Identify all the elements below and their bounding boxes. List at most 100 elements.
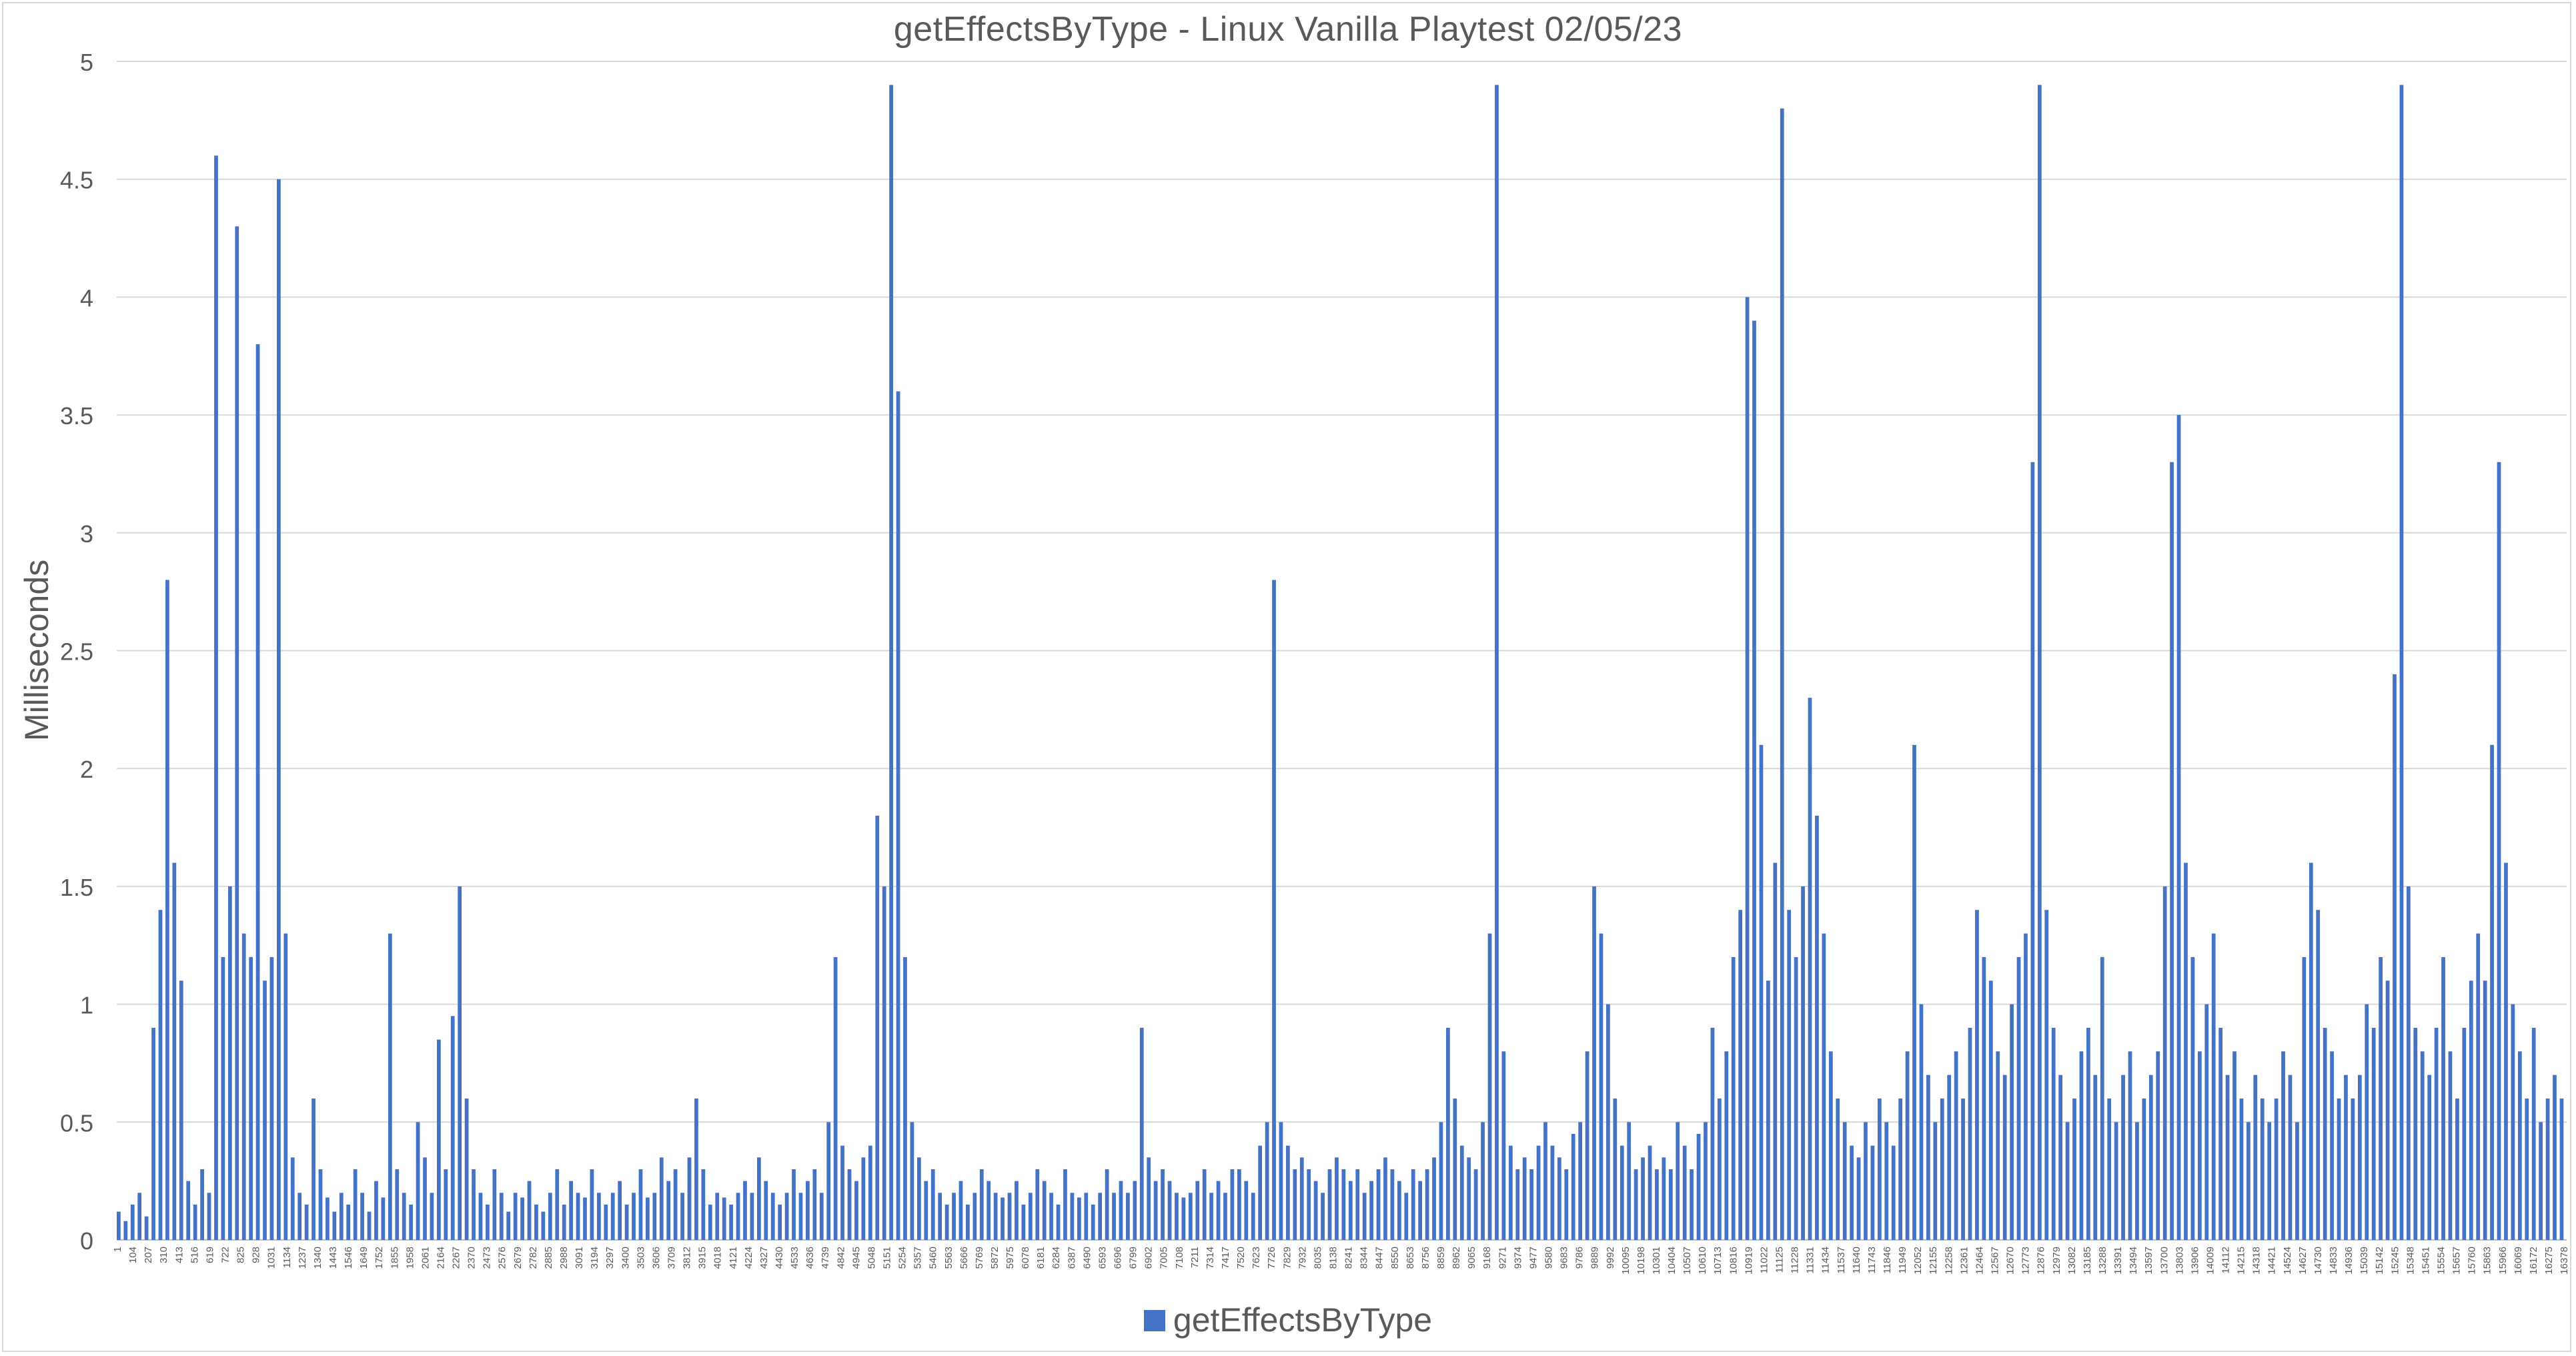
bar [1508,1145,1513,1240]
x-tick-label: 9271 [1497,1247,1508,1269]
bar [332,1211,337,1240]
x-tick-label: 1443 [328,1247,339,1269]
x-tick-label: 6696 [1113,1247,1124,1269]
bar [2002,1075,2007,1240]
x-tick-label: 3915 [697,1247,708,1269]
bar [1091,1204,1095,1240]
x-tick-label: 2473 [482,1247,493,1269]
bar [1773,862,1778,1240]
bar [186,1181,191,1240]
x-tick-label: 5357 [912,1247,924,1269]
bar [1105,1169,1109,1240]
bar [388,933,392,1240]
bar [2204,1004,2209,1240]
bar [1801,886,1805,1240]
bar [200,1169,204,1240]
bar [1028,1193,1033,1240]
x-tick-label: 13597 [2143,1247,2154,1275]
bar [1571,1133,1575,1240]
x-tick-label: 9992 [1605,1247,1616,1269]
bar [610,1193,615,1240]
y-tick-label: 1 [80,992,93,1019]
x-tick-label: 15348 [2405,1247,2416,1275]
bar [193,1204,197,1240]
bar [1279,1122,1283,1240]
x-tick-label: 7417 [1220,1247,1231,1269]
bar [973,1193,977,1240]
bar [764,1181,768,1240]
bar [1842,1122,1847,1240]
y-tick-labels: 0 0.5 1 1.5 2 2.5 3 3.5 4 4.5 5 [60,49,93,1255]
bar [2351,1098,2355,1240]
x-tick-label: 12155 [1928,1247,1939,1275]
x-tick-label: 13185 [2082,1247,2093,1275]
x-tick-label: 4945 [850,1247,862,1269]
x-tick-label: 7314 [1205,1247,1216,1269]
bar [1724,1051,1729,1240]
bar [1244,1181,1249,1240]
x-tick-label: 722 [220,1247,231,1263]
bar [1161,1169,1165,1240]
bar [402,1193,406,1240]
bar [2225,1075,2230,1240]
bar [436,1039,441,1240]
bar [896,391,900,1240]
x-tick-label: 11743 [1866,1247,1878,1274]
bar [513,1193,518,1240]
bar [1021,1204,1026,1240]
bar [1001,1197,1005,1240]
bar [924,1181,928,1240]
bar [1209,1193,1213,1240]
bar [1856,1157,1861,1240]
bar [221,956,225,1240]
bar [1459,1145,1464,1240]
bar [235,226,239,1240]
bar [381,1197,386,1240]
bar [353,1169,358,1240]
x-tick-label: 15657 [2451,1247,2463,1275]
bar [1015,1181,1019,1240]
x-tick-label: 6490 [1081,1247,1093,1269]
x-tick-label: 15554 [2436,1247,2447,1275]
bar [2531,1027,2536,1240]
bar [1815,815,1819,1240]
x-tick-label: 4533 [789,1247,800,1269]
bar [1641,1157,1645,1240]
x-tick-label: 10095 [1620,1247,1632,1275]
bar [833,956,838,1240]
bar [1627,1122,1632,1240]
bar [1634,1169,1638,1240]
x-tick-label: 14833 [2328,1247,2339,1275]
bar [269,956,274,1240]
bar [875,815,880,1240]
bar [277,179,281,1241]
x-tick-label: 15039 [2359,1247,2370,1275]
bar [450,1016,455,1240]
bar [2058,1075,2063,1240]
bar [283,933,288,1240]
bar [207,1193,211,1240]
bar [2079,1051,2084,1240]
bar [1042,1181,1047,1240]
x-tick-label: 10610 [1697,1247,1708,1275]
bar [2469,980,2473,1240]
x-tick-label: 4842 [835,1247,846,1269]
x-tick-label: 9580 [1543,1247,1555,1269]
x-tick-label: 13391 [2112,1247,2124,1275]
x-tick-label: 8035 [1312,1247,1323,1269]
x-tick-label: 13803 [2174,1247,2185,1275]
x-tick-label: 4739 [820,1247,831,1269]
bar [137,1193,142,1240]
bar [2170,462,2174,1240]
x-tick-label: 4430 [774,1247,785,1269]
x-tick-label: 11949 [1897,1247,1908,1274]
bar [1390,1169,1395,1240]
bar [652,1193,657,1240]
bar [367,1211,372,1240]
bar [2184,862,2188,1240]
bar [1982,956,1986,1240]
bar [458,886,462,1240]
x-tick-label: 15966 [2497,1247,2509,1275]
bar [569,1181,573,1240]
bar [1696,1133,1701,1240]
